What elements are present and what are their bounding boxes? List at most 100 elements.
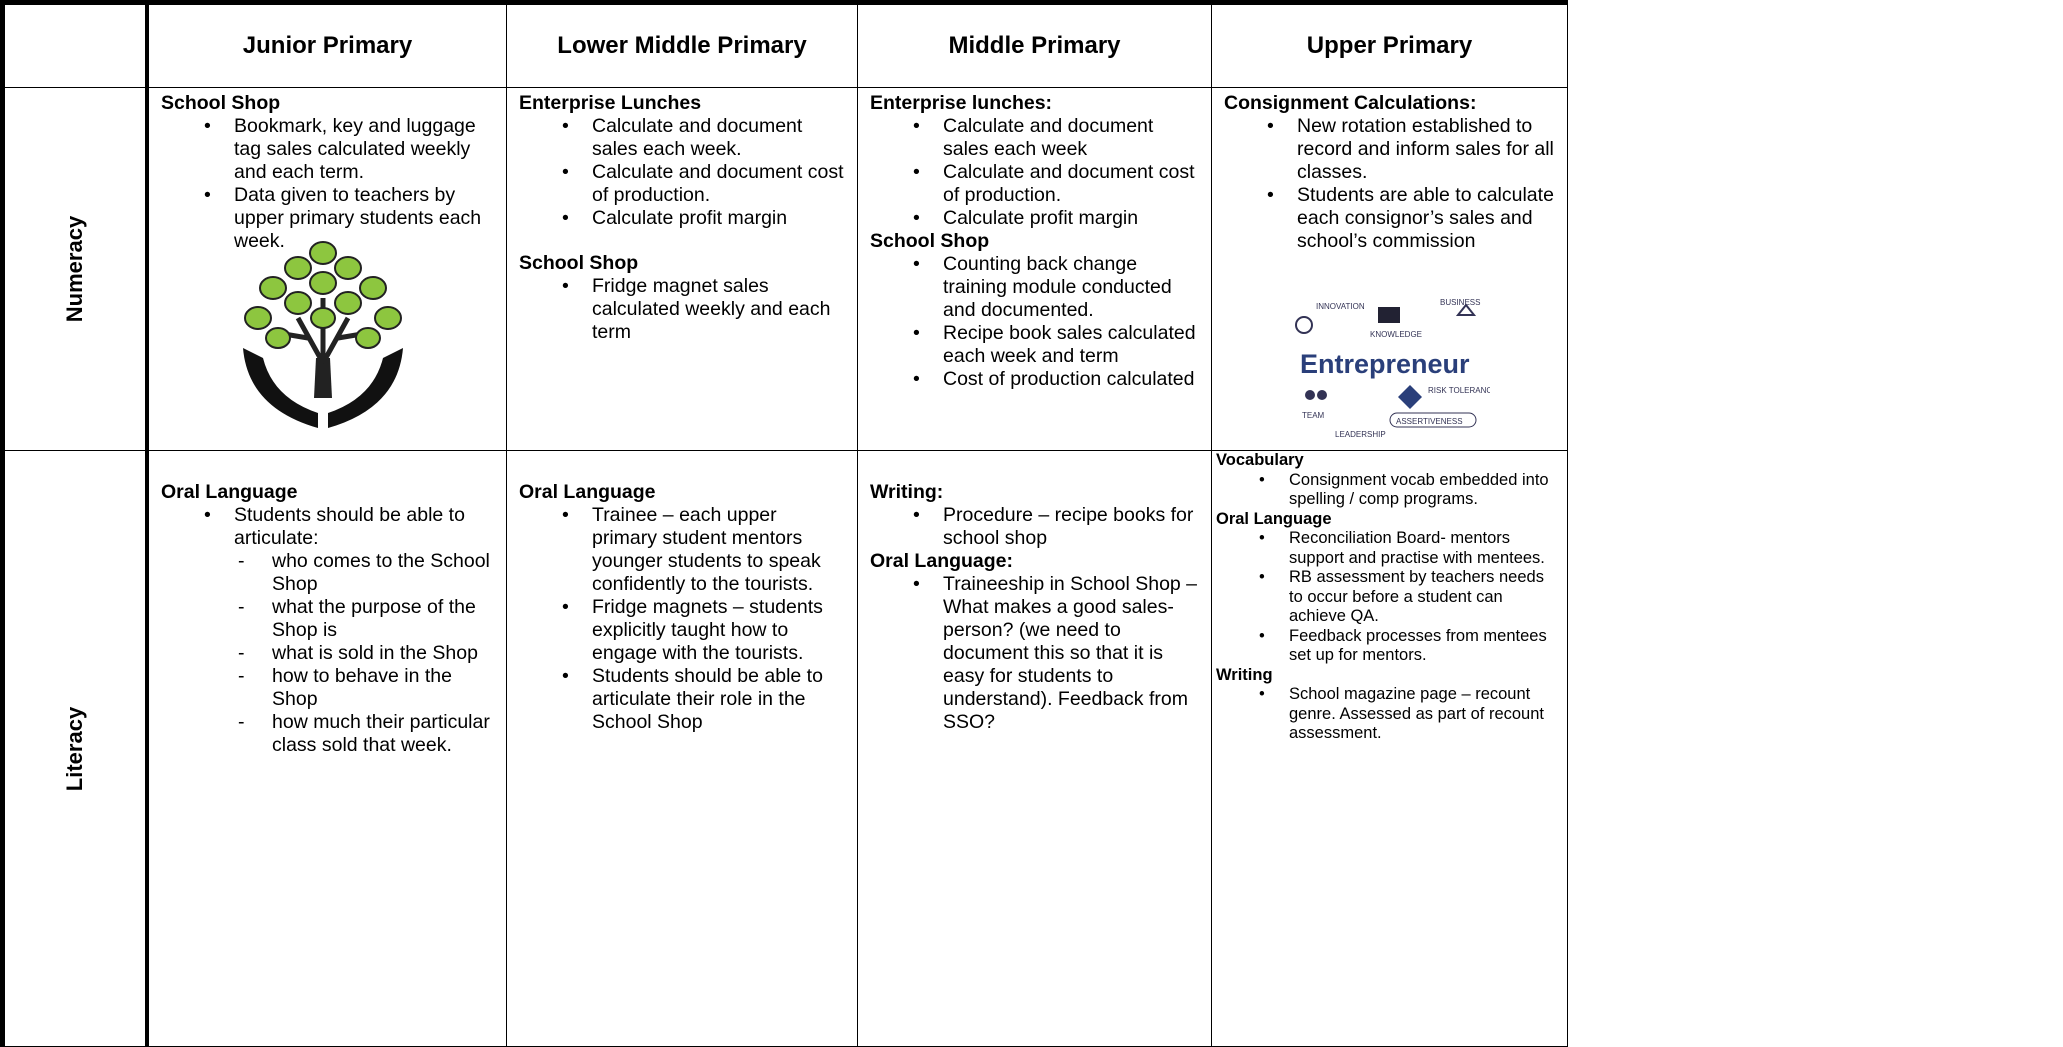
- table-cell: Oral LanguageTrainee – each upper primar…: [506, 450, 858, 1047]
- table-cell: Enterprise lunches:Calculate and documen…: [857, 87, 1212, 451]
- section-heading: Writing: [1216, 665, 1273, 684]
- table-cell: Consignment Calculations:New rotation es…: [1211, 87, 1568, 451]
- cell-content: School ShopBookmark, key and luggage tag…: [149, 88, 506, 253]
- image-label: BUSINESS: [1440, 298, 1480, 307]
- bullet-text: Traineeship in School Shop – What makes …: [943, 573, 1198, 733]
- bullet-text: Counting back change training module con…: [943, 253, 1172, 321]
- dash-list: who comes to the School Shopwhat the pur…: [234, 550, 496, 757]
- section: Enterprise LunchesCalculate and document…: [519, 92, 847, 230]
- bullet-item: Fridge magnet sales calculated weekly an…: [562, 275, 847, 344]
- bullet-item: Calculate and document sales each week: [913, 115, 1201, 161]
- bullet-item: Recipe book sales calculated each week a…: [913, 322, 1201, 368]
- bullet-list: Bookmark, key and luggage tag sales calc…: [161, 115, 496, 253]
- curriculum-table: Junior Primary Lower Middle Primary Middle…: [0, 0, 1568, 1047]
- corner-cell: [0, 0, 149, 88]
- bullet-item: Fridge magnets – students explicitly tau…: [562, 596, 847, 665]
- column-header: Upper Primary: [1211, 0, 1568, 88]
- bullet-item: School magazine page – recount genre. As…: [1259, 685, 1557, 744]
- bullet-item: Traineeship in School Shop – What makes …: [913, 573, 1201, 734]
- bullet-item: Bookmark, key and luggage tag sales calc…: [204, 115, 496, 184]
- bullet-list: Consignment vocab embedded into spelling…: [1216, 471, 1557, 510]
- bullet-list: Reconciliation Board- mentors support an…: [1216, 529, 1557, 666]
- section-heading: Enterprise Lunches: [519, 92, 702, 114]
- section: Writing School magazine page – recount ge…: [1216, 666, 1557, 744]
- bullet-text: Calculate profit margin: [943, 207, 1139, 229]
- bullet-item: Calculate profit margin: [913, 207, 1201, 230]
- column-header: Junior Primary: [146, 0, 507, 88]
- bullet-text: Trainee – each upper primary student men…: [592, 504, 821, 595]
- bullet-text: Reconciliation Board- mentors support an…: [1289, 529, 1545, 567]
- dash-item: what the purpose of the Shop is: [238, 596, 496, 642]
- section: Oral LanguageStudents should be able to …: [161, 481, 496, 757]
- table-cell: VocabularyConsignment vocab embedded int…: [1211, 450, 1568, 1047]
- section: School ShopBookmark, key and luggage tag…: [161, 92, 496, 253]
- bullet-text: Students are able to calculate each cons…: [1297, 184, 1554, 252]
- bullet-item: Students should be able to articulate:wh…: [204, 504, 496, 757]
- cell-content: Oral LanguageStudents should be able to …: [149, 451, 506, 757]
- image-label: ASSERTIVENESS: [1396, 417, 1463, 426]
- section-heading: School Shop: [519, 252, 639, 274]
- section: Oral LanguageReconciliation Board- mento…: [1216, 510, 1557, 666]
- bullet-list: Calculate and document sales each weekCa…: [870, 115, 1201, 230]
- bullet-text: RB assessment by teachers needs to occur…: [1289, 568, 1544, 625]
- section-heading: Oral Language: [519, 481, 656, 503]
- bullet-text: Bookmark, key and luggage tag sales calc…: [234, 115, 476, 183]
- bullet-text: New rotation established to record and i…: [1297, 115, 1554, 183]
- bullet-list: Calculate and document sales each week.C…: [519, 115, 847, 230]
- bullet-item: Reconciliation Board- mentors support an…: [1259, 529, 1557, 568]
- bullet-text: School magazine page – recount genre. As…: [1289, 685, 1544, 742]
- bullet-text: Consignment vocab embedded into spelling…: [1289, 470, 1549, 509]
- table-cell: Oral LanguageStudents should be able to …: [146, 450, 507, 1047]
- image-label: TEAM: [1302, 411, 1325, 420]
- bullet-item: Students should be able to articulate th…: [562, 665, 847, 734]
- dash-item: how to behave in the Shop: [238, 665, 496, 711]
- cell-content: Oral LanguageTrainee – each upper primar…: [507, 451, 857, 734]
- bullet-list: Counting back change training module con…: [870, 253, 1201, 391]
- bullet-text: Fridge magnet sales calculated weekly an…: [592, 275, 831, 343]
- row-label: Literacy: [62, 706, 87, 791]
- table-cell: Enterprise LunchesCalculate and document…: [506, 87, 858, 451]
- bullet-text: Recipe book sales calculated each week a…: [943, 322, 1196, 367]
- bullet-text: Calculate profit margin: [592, 207, 788, 229]
- cell-content: Enterprise LunchesCalculate and document…: [507, 88, 857, 344]
- bullet-list: School magazine page – recount genre. As…: [1216, 685, 1557, 744]
- bullet-item: Calculate and document sales each week.: [562, 115, 847, 161]
- section-heading: Vocabulary: [1216, 451, 1304, 469]
- section: Writing:Procedure – recipe books for sch…: [870, 481, 1201, 550]
- dash-item: how much their particular class sold tha…: [238, 711, 496, 757]
- dash-item: who comes to the School Shop: [238, 550, 496, 596]
- bullet-text: Calculate and document cost of productio…: [592, 161, 844, 206]
- bullet-text: Calculate and document sales each week: [943, 115, 1154, 160]
- section-heading: Oral Language: [1216, 509, 1332, 528]
- bullet-text: Students should be able to articulate:: [234, 504, 465, 549]
- section-heading: School Shop: [870, 230, 990, 252]
- bullet-list: Traineeship in School Shop – What makes …: [870, 573, 1201, 734]
- image-label: INNOVATION: [1316, 302, 1365, 311]
- cell-content: VocabularyConsignment vocab embedded int…: [1212, 451, 1567, 744]
- bullet-item: Data given to teachers by upper primary …: [204, 184, 496, 253]
- bullet-item: RB assessment by teachers needs to occur…: [1259, 568, 1557, 627]
- image-label: RISK TOLERANCE: [1428, 386, 1490, 395]
- bullet-item: Counting back change training module con…: [913, 253, 1201, 322]
- image-label: LEADERSHIP: [1335, 430, 1386, 439]
- bullet-item: Cost of production calculated: [913, 368, 1201, 391]
- cell-content: Writing:Procedure – recipe books for sch…: [858, 451, 1211, 734]
- cell-content: Enterprise lunches:Calculate and documen…: [858, 88, 1211, 391]
- section-heading: Consignment Calculations:: [1224, 92, 1477, 114]
- cell-content: Consignment Calculations:New rotation es…: [1212, 88, 1567, 253]
- section-heading: Writing:: [870, 481, 944, 503]
- row-header: Numeracy: [0, 87, 149, 451]
- bullet-list: New rotation established to record and i…: [1224, 115, 1557, 253]
- money-tree-image: [243, 241, 403, 428]
- row-label: Numeracy: [62, 215, 87, 323]
- bullet-item: Calculate and document cost of productio…: [913, 161, 1201, 207]
- bullet-item: Procedure – recipe books for school shop: [913, 504, 1201, 550]
- section: Enterprise lunches:Calculate and documen…: [870, 92, 1201, 230]
- section-heading: School Shop: [161, 92, 281, 114]
- image-label: KNOWLEDGE: [1370, 330, 1422, 339]
- bullet-text: Calculate and document sales each week.: [592, 115, 803, 160]
- bullet-list: Procedure – recipe books for school shop: [870, 504, 1201, 550]
- section-heading: Oral Language: [161, 481, 298, 503]
